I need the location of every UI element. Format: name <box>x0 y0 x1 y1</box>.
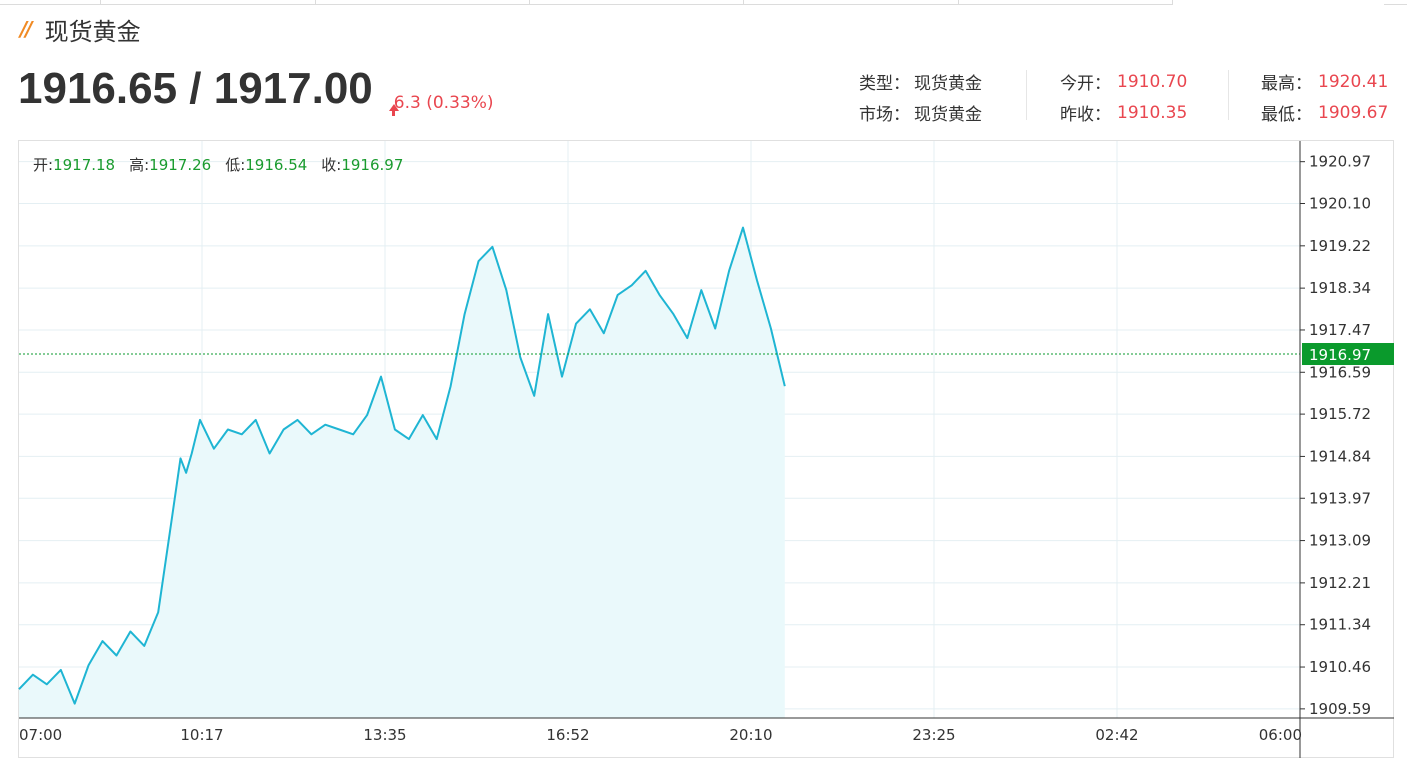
ohlc-high-label: 高: <box>129 156 150 174</box>
prev-close-label: 昨收： <box>1060 105 1111 125</box>
x-axis-ticks: 07:00 10:17 13:35 16:52 20:10 23:25 02:42 06:00 <box>19 726 1302 744</box>
y-tick-label: 1918.34 <box>1309 279 1371 297</box>
y-tick-label: 1912.21 <box>1309 574 1371 592</box>
tab-segment[interactable] <box>743 0 959 5</box>
y-tick-label: 1909.59 <box>1309 700 1371 718</box>
open-label: 今开： <box>1060 74 1111 94</box>
open-value: 1910.70 <box>1117 71 1188 92</box>
y-tick-label: 1915.72 <box>1309 405 1371 423</box>
current-price-tag-label: 1916.97 <box>1309 346 1371 364</box>
type-value: 现货黄金 <box>914 74 982 94</box>
low-label: 最低： <box>1261 105 1312 125</box>
high-value: 1920.41 <box>1318 71 1389 92</box>
y-axis-ticks: 1920.97 1920.10 1919.22 1918.34 1917.47 1916.… <box>1300 153 1371 718</box>
info-divider <box>1228 70 1229 120</box>
y-tick-label: 1917.47 <box>1309 321 1371 339</box>
price-change-value: 6.3 (0.33%) <box>393 93 494 113</box>
ohlc-low-value: 1916.54 <box>245 156 308 174</box>
tab-segment[interactable] <box>100 0 316 5</box>
y-tick-label: 1911.34 <box>1309 616 1371 634</box>
tab-segment[interactable] <box>315 0 530 5</box>
chart-frame <box>18 140 1394 758</box>
page-title: 现货黄金 <box>44 17 141 46</box>
price-change: 6.3 (0.33%) <box>388 93 494 116</box>
x-tick-label: 07:00 <box>19 726 62 744</box>
price-area <box>19 227 785 718</box>
x-tick-label: 20:10 <box>729 726 772 744</box>
tab-segment[interactable] <box>958 0 1173 5</box>
ohlc-close-label: 收: <box>321 156 342 174</box>
market-value: 现货黄金 <box>914 105 982 125</box>
x-tick-label: 10:17 <box>180 726 223 744</box>
ohlc-open-value: 1917.18 <box>53 156 116 174</box>
info-type-market: 类型： 现货黄金 市场： 现货黄金 <box>859 66 982 128</box>
tab-segment[interactable] <box>0 0 101 5</box>
ohlc-high-value: 1917.26 <box>149 156 212 174</box>
price-row: 1916.65 / 1917.00 6.3 (0.33%) <box>18 64 494 120</box>
x-tick-label: 13:35 <box>363 726 406 744</box>
tab-segment[interactable] <box>529 0 744 5</box>
ohlc-readout: 开:1917.18 高:1917.26 低:1916.54 收:1916.97 <box>33 154 403 175</box>
x-tick-label: 16:52 <box>546 726 589 744</box>
ohlc-open-label: 开: <box>33 156 54 174</box>
y-tick-label: 1913.09 <box>1309 532 1371 550</box>
current-price-tag-bg <box>1302 343 1394 366</box>
instrument-title-row: // 现货黄金 <box>20 12 141 46</box>
low-value: 1909.67 <box>1318 102 1389 123</box>
info-divider <box>1026 70 1027 120</box>
x-tick-label: 02:42 <box>1095 726 1138 744</box>
ohlc-low-label: 低: <box>225 156 246 174</box>
y-tick-label: 1910.46 <box>1309 658 1371 676</box>
top-tab-strip <box>0 0 1408 6</box>
type-label: 类型： <box>859 74 910 94</box>
y-tick-label: 1916.59 <box>1309 363 1371 381</box>
y-tick-label: 1919.22 <box>1309 237 1371 255</box>
tab-segment[interactable] <box>1384 0 1407 5</box>
x-tick-label: 06:00 <box>1259 726 1302 744</box>
y-tick-label: 1920.10 <box>1309 195 1371 213</box>
x-tick-label: 23:25 <box>912 726 955 744</box>
market-label: 市场： <box>859 105 910 125</box>
double-slash-icon: // <box>20 17 33 41</box>
bid-ask-price: 1916.65 / 1917.00 <box>18 64 373 113</box>
info-high-low: 最高： 1920.41 最低： 1909.67 <box>1261 66 1388 128</box>
high-label: 最高： <box>1261 74 1312 94</box>
y-tick-label: 1914.84 <box>1309 447 1371 465</box>
y-tick-label: 1920.97 <box>1309 153 1371 171</box>
info-open-close: 今开： 1910.70 昨收： 1910.35 <box>1060 66 1187 128</box>
prev-close-value: 1910.35 <box>1117 102 1188 123</box>
ohlc-close-value: 1916.97 <box>341 156 404 174</box>
price-line <box>18 226 786 705</box>
y-tick-label: 1913.97 <box>1309 489 1371 507</box>
chart-axes <box>19 141 1394 758</box>
current-price-tag: 1916.97 <box>1302 343 1394 366</box>
